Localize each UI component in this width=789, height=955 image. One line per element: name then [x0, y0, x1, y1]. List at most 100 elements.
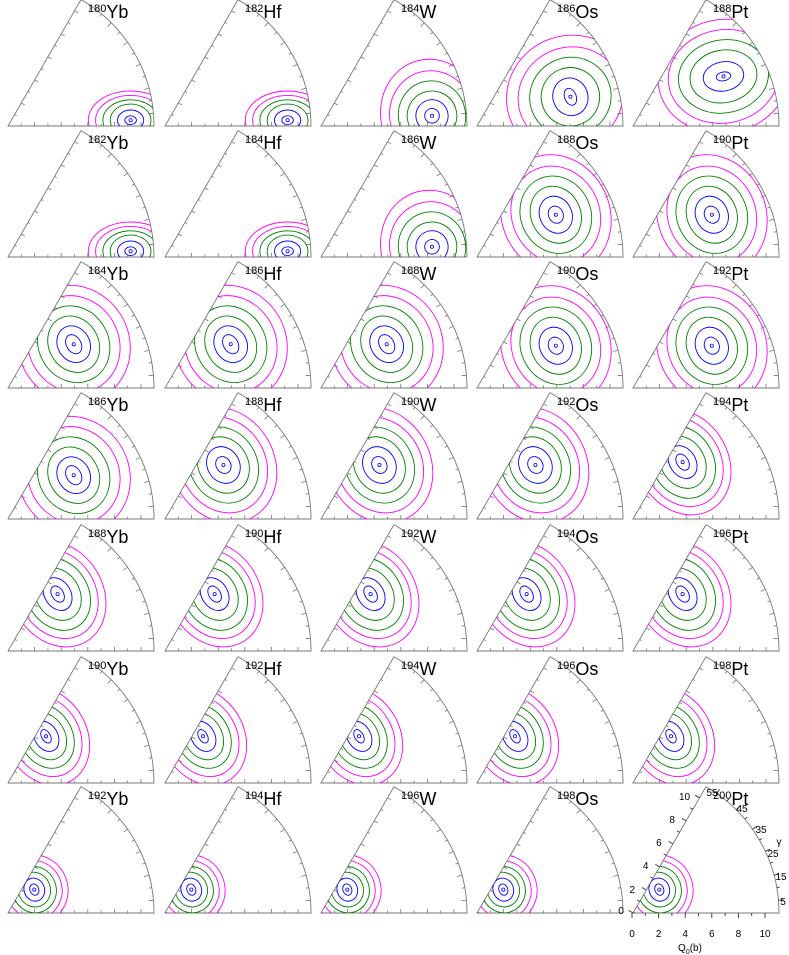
- sector-ticks: [327, 6, 467, 126]
- contour-lines: [321, 854, 382, 913]
- sector-frame: [164, 524, 312, 652]
- contour-line: [547, 205, 564, 224]
- x-tick-4: 4: [682, 929, 688, 940]
- contour-panel: 190Hf: [164, 524, 312, 652]
- contour-line: [547, 336, 564, 355]
- sector-ticks: [14, 6, 154, 126]
- contour-line: [166, 695, 240, 778]
- mass-number: 184: [88, 265, 106, 277]
- sector-ticks: [327, 268, 467, 388]
- sector-frame: [632, 392, 780, 520]
- contour-line: [510, 165, 602, 257]
- contour-line: [477, 860, 532, 913]
- contour-line: [666, 165, 758, 257]
- element-symbol: W: [419, 659, 436, 679]
- sector-frame: [7, 786, 155, 914]
- contour-line: [50, 585, 65, 603]
- contour-line: [502, 567, 551, 621]
- contour-line: [499, 154, 612, 257]
- contour-panel: 182Yb: [7, 130, 155, 258]
- contour-lines: [633, 408, 732, 516]
- contour-line: [350, 305, 424, 383]
- contour-line: [24, 712, 68, 761]
- sector-frame: [164, 392, 312, 520]
- contour-line: [26, 426, 121, 519]
- minimum-marker: [128, 249, 133, 254]
- sector-ticks: [327, 399, 467, 519]
- contour-panel: 198Pt: [632, 656, 780, 784]
- contour-line: [87, 90, 154, 127]
- nuclide-label: 200Pt: [713, 789, 748, 809]
- contour-lines: [244, 90, 311, 127]
- contour-line: [165, 540, 264, 648]
- sector-ticks: [639, 531, 779, 651]
- contour-line: [633, 687, 716, 783]
- contour-line: [322, 695, 396, 778]
- contour-line: [274, 109, 302, 127]
- sector-ticks: [171, 663, 311, 783]
- element-symbol: Pt: [731, 264, 748, 284]
- nuclide-label: 192Os: [557, 395, 598, 415]
- contour-line: [477, 687, 560, 783]
- contour-line: [424, 108, 440, 124]
- contour-lines: [657, 18, 779, 127]
- contour-line: [649, 712, 693, 761]
- contour-line: [511, 577, 542, 611]
- minimum-marker: [285, 118, 290, 123]
- contour-line: [675, 453, 690, 471]
- sector-frame: [164, 130, 312, 258]
- nuclide-label: 192W: [401, 527, 436, 547]
- mass-number: 186: [401, 134, 419, 146]
- x-tick-0: 0: [629, 929, 635, 940]
- gamma-tick-25: 25: [767, 849, 779, 860]
- contour-panel: 196Os: [476, 656, 624, 784]
- contour-line: [24, 557, 91, 631]
- minimum-marker: [345, 887, 350, 892]
- contour-panel: 186W: [320, 130, 468, 258]
- mass-number: 188: [713, 3, 731, 15]
- contour-panel: 180Yb: [7, 0, 155, 127]
- contour-line: [634, 695, 708, 778]
- mass-number: 182: [88, 134, 106, 146]
- nuclide-label: 196Pt: [713, 527, 748, 547]
- mass-number: 192: [713, 265, 731, 277]
- contour-line: [378, 334, 396, 355]
- sector-frame: [476, 524, 624, 652]
- nuclide-label: 186Yb: [88, 395, 128, 415]
- contour-line: [519, 175, 593, 254]
- contour-line: [648, 877, 671, 902]
- oblique-tick-8: 8: [669, 815, 675, 826]
- sector-ticks: [14, 137, 154, 257]
- contour-line: [95, 94, 154, 127]
- sector-frame: [476, 0, 624, 127]
- minimum-marker: [200, 734, 205, 739]
- contour-lines: [87, 221, 154, 257]
- contour-line: [665, 729, 677, 744]
- contour-line: [181, 712, 225, 761]
- nuclide-label: 188Pt: [713, 2, 748, 22]
- sector-frame: [320, 524, 468, 652]
- mass-number: 184: [245, 134, 263, 146]
- sector-ticks: [327, 531, 467, 651]
- element-symbol: Yb: [106, 789, 128, 809]
- minimum-marker: [44, 734, 49, 739]
- oblique-tick-0: 0: [618, 906, 624, 917]
- nuclide-label: 196W: [401, 789, 436, 809]
- contour-lines: [16, 415, 131, 519]
- minimum-marker: [669, 734, 674, 739]
- sector-ticks: [639, 268, 779, 388]
- contour-line: [352, 436, 406, 494]
- minimum-marker: [228, 342, 233, 347]
- nuclide-label: 190Yb: [88, 659, 128, 679]
- contour-line: [703, 205, 720, 224]
- element-symbol: Yb: [106, 659, 128, 679]
- nuclide-label: 188Yb: [88, 527, 128, 547]
- contour-line: [124, 115, 137, 126]
- contour-line: [493, 712, 537, 761]
- contour-line: [174, 871, 209, 908]
- element-symbol: W: [419, 789, 436, 809]
- minimum-marker: [71, 473, 76, 478]
- contour-line: [508, 436, 562, 494]
- minimum-marker: [513, 734, 518, 739]
